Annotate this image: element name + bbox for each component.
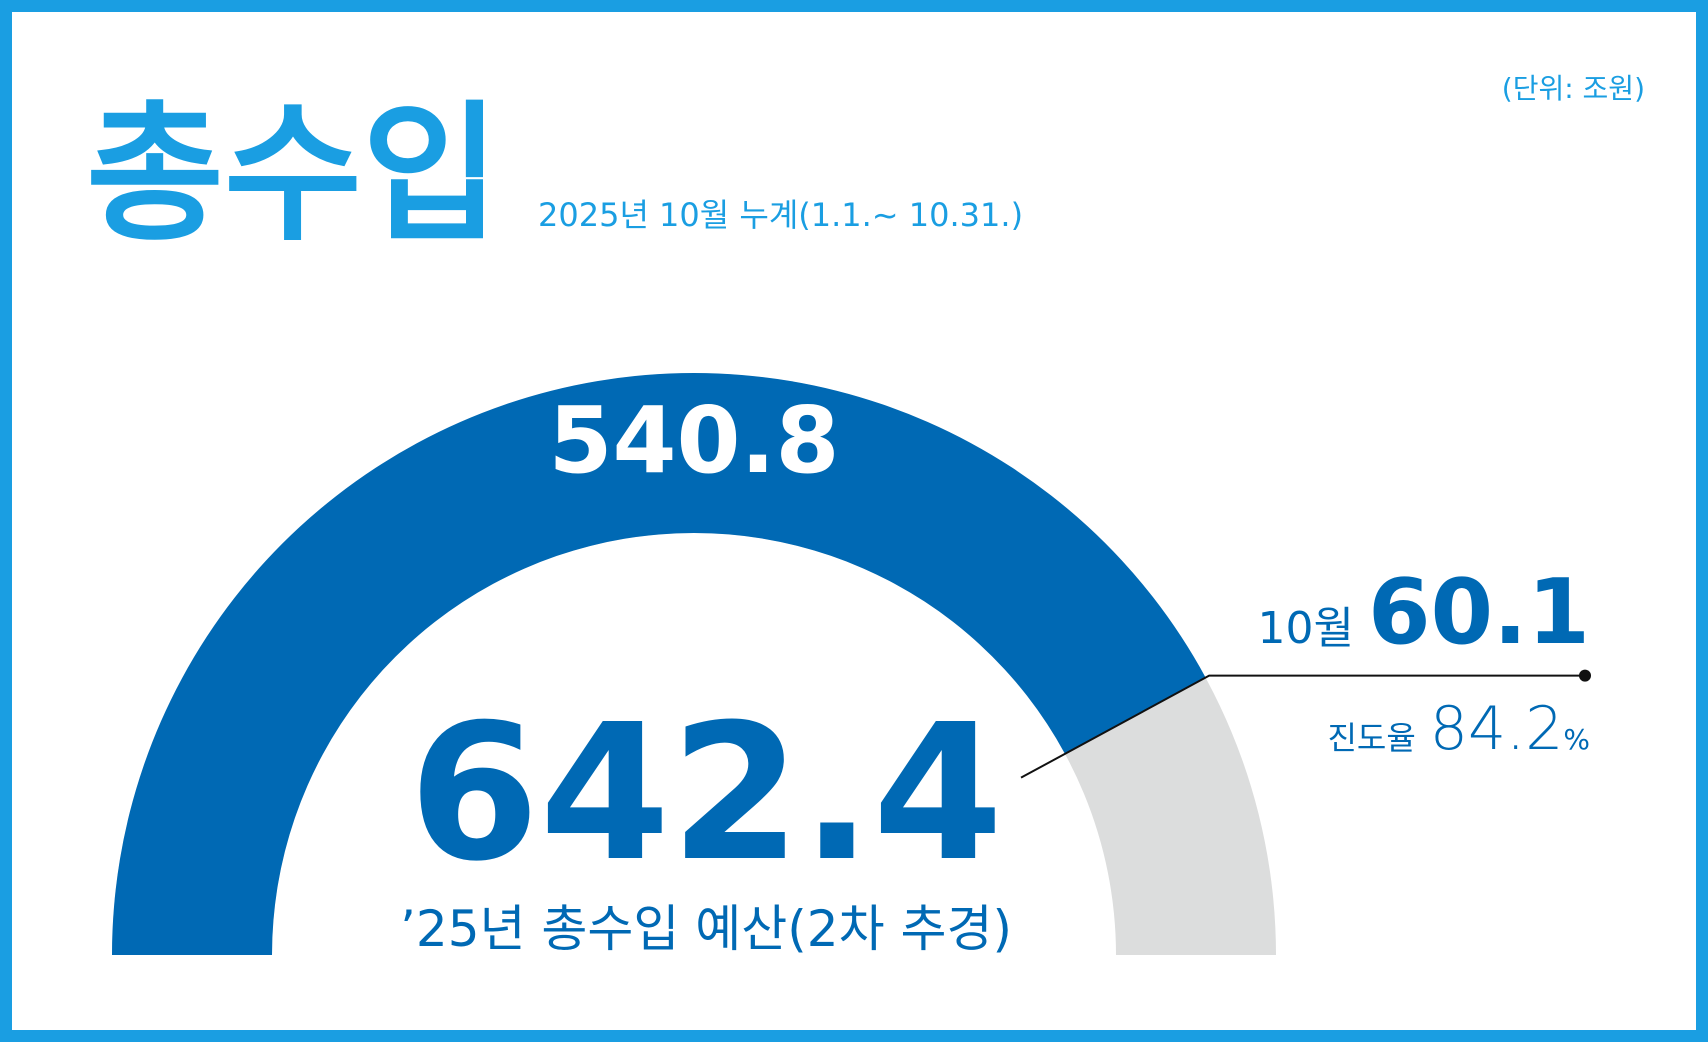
unit-note: (단위: 조원)	[1502, 72, 1645, 105]
progress-value: 84.2	[1430, 694, 1564, 764]
pointer	[1020, 669, 1591, 779]
target-label: ’25년 총수입 예산(2차 추경)	[400, 900, 1012, 958]
gauge-value	[112, 373, 1206, 955]
progress-label: 진도율	[1327, 719, 1415, 757]
target-value: 642.4	[409, 684, 1004, 903]
month-value: 60.1	[1368, 560, 1590, 665]
gauge	[112, 373, 1276, 955]
progress: 진도율 84.2%	[1327, 694, 1590, 764]
progress-unit: %	[1563, 723, 1590, 756]
pointer-line	[1020, 674, 1585, 779]
value-label: 540.8	[548, 387, 839, 494]
month-label: 10월	[1257, 603, 1353, 654]
pointer-dot	[1579, 669, 1591, 682]
title: 총수입	[86, 88, 500, 262]
subtitle: 2025년 10월 누계(1.1.~ 10.31.)	[538, 196, 1023, 234]
month: 10월 60.1	[1257, 560, 1590, 665]
